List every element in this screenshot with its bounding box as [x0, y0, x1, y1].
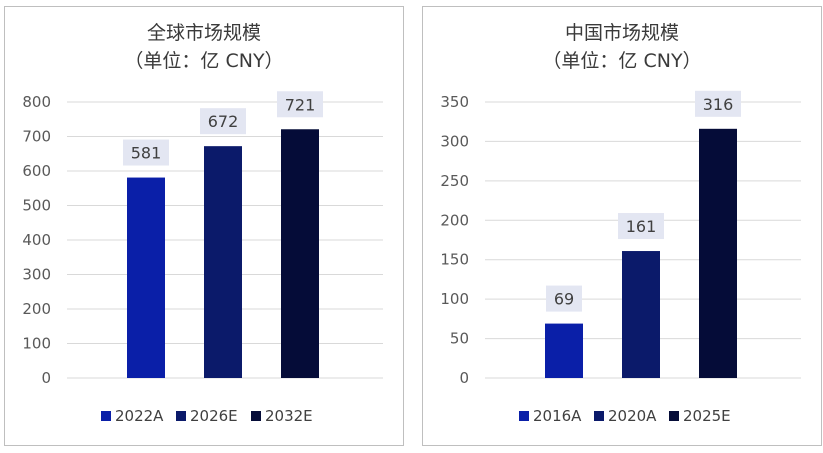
y-tick-label: 300	[440, 132, 469, 150]
y-tick-label: 500	[22, 197, 51, 215]
y-tick-label: 100	[440, 290, 469, 308]
y-tick-label: 800	[22, 93, 51, 111]
bar	[622, 251, 660, 378]
data-label-box	[618, 213, 664, 240]
chart-panel-china: 0 50 100 150 200 250 300 350 69 161 316 2016A 2020A 2…	[422, 6, 822, 446]
y-tick-label: 0	[459, 369, 469, 387]
bar	[204, 146, 242, 378]
bar	[281, 129, 319, 378]
legend-label: 2025E	[683, 407, 731, 425]
legend-swatch	[594, 411, 604, 421]
y-tick-label: 150	[440, 251, 469, 269]
china-bar-chart: 0 50 100 150 200 250 300 350 69 161 316 2016A 2020A 2…	[440, 90, 801, 425]
chart-title: 中国市场规模	[564, 22, 679, 44]
data-label: 672	[208, 112, 239, 131]
legend-label: 2020A	[608, 407, 657, 425]
legend-label: 2032E	[265, 407, 313, 425]
y-tick-label: 0	[41, 369, 51, 387]
chart-subtitle: （单位：亿 CNY）	[124, 50, 284, 72]
bar	[127, 177, 165, 378]
data-label-box	[277, 91, 323, 118]
legend-swatch	[176, 411, 186, 421]
data-label: 316	[703, 95, 734, 114]
data-label-box	[695, 90, 741, 117]
legend-swatch	[669, 411, 679, 421]
legend-label: 2016A	[533, 407, 582, 425]
legend-swatch	[519, 411, 529, 421]
y-tick-label: 300	[22, 266, 51, 284]
y-tick-label: 100	[22, 335, 51, 353]
y-tick-label: 200	[440, 211, 469, 229]
data-label-box	[200, 108, 246, 135]
y-tick-label: 700	[22, 128, 51, 146]
bar	[545, 323, 583, 378]
y-tick-label: 250	[440, 172, 469, 190]
y-tick-label: 50	[450, 330, 469, 348]
global-bar-chart: 0 100 200 300 400 500 600 700 800 581 672 721 2022A 2…	[22, 91, 383, 425]
data-label: 721	[285, 95, 316, 114]
data-label: 161	[626, 217, 657, 236]
data-label: 581	[131, 144, 162, 163]
legend-label: 2026E	[190, 407, 238, 425]
chart-title: 全球市场规模	[146, 22, 261, 44]
data-label-box	[546, 285, 582, 312]
y-tick-label: 600	[22, 162, 51, 180]
legend-swatch	[101, 411, 111, 421]
y-tick-label: 350	[440, 93, 469, 111]
legend-label: 2022A	[115, 407, 164, 425]
data-label: 69	[554, 290, 574, 309]
chart-subtitle: （单位：亿 CNY）	[542, 50, 702, 72]
legend-swatch	[251, 411, 261, 421]
data-label-box	[123, 139, 169, 166]
chart-panel-global: 0 100 200 300 400 500 600 700 800 581 672 721 2022A 2…	[4, 6, 404, 446]
y-tick-label: 200	[22, 300, 51, 318]
y-tick-label: 400	[22, 231, 51, 249]
bar	[699, 128, 737, 378]
